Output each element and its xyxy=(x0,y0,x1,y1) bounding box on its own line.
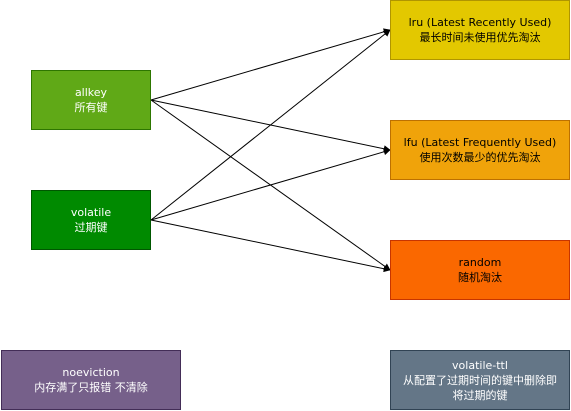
edge-volatile-to-lfu xyxy=(150,148,391,221)
volatile-title: volatile xyxy=(70,206,112,219)
lru-node: lru (Latest Recently Used) 最长时间未使用优先淘汰 xyxy=(390,0,570,60)
volatile-subtitle: 过期键 xyxy=(74,221,108,234)
volatile-ttl-title: volatile-ttl xyxy=(452,358,508,372)
noeviction-subtitle: 内存满了只报错 不清除 xyxy=(34,381,148,394)
lfu-subtitle: 使用次数最少的优先淘汰 xyxy=(419,151,541,164)
volatile-node: volatile 过期键 xyxy=(31,190,151,250)
lru-subtitle: 最长时间未使用优先淘汰 xyxy=(419,31,541,44)
lru-title: lru (Latest Recently Used) xyxy=(408,16,552,29)
noeviction-node: noeviction 内存满了只报错 不清除 xyxy=(1,350,181,410)
allkey-node: allkey 所有键 xyxy=(31,70,151,130)
lfu-node: lfu (Latest Frequently Used) 使用次数最少的优先淘汰 xyxy=(390,120,570,180)
lfu-title: lfu (Latest Frequently Used) xyxy=(403,136,557,149)
noeviction-title: noeviction xyxy=(62,366,120,379)
edge-volatile-to-random xyxy=(150,219,391,273)
random-title: random xyxy=(458,256,502,269)
volatile-ttl-node: volatile-ttl 从配置了过期时间的键中删除即 将过期的键 xyxy=(390,350,570,410)
random-node: random 随机淘汰 xyxy=(390,240,570,300)
volatile-ttl-subtitle-cont: 将过期的键 xyxy=(452,388,508,402)
allkey-title: allkey xyxy=(74,86,108,99)
allkey-subtitle: 所有键 xyxy=(74,101,108,114)
edge-allkey-to-lru xyxy=(150,28,391,101)
edge-volatile-to-lru xyxy=(150,29,391,221)
random-subtitle: 随机淘汰 xyxy=(458,271,502,284)
volatile-ttl-subtitle: 从配置了过期时间的键中删除即 xyxy=(403,373,557,387)
